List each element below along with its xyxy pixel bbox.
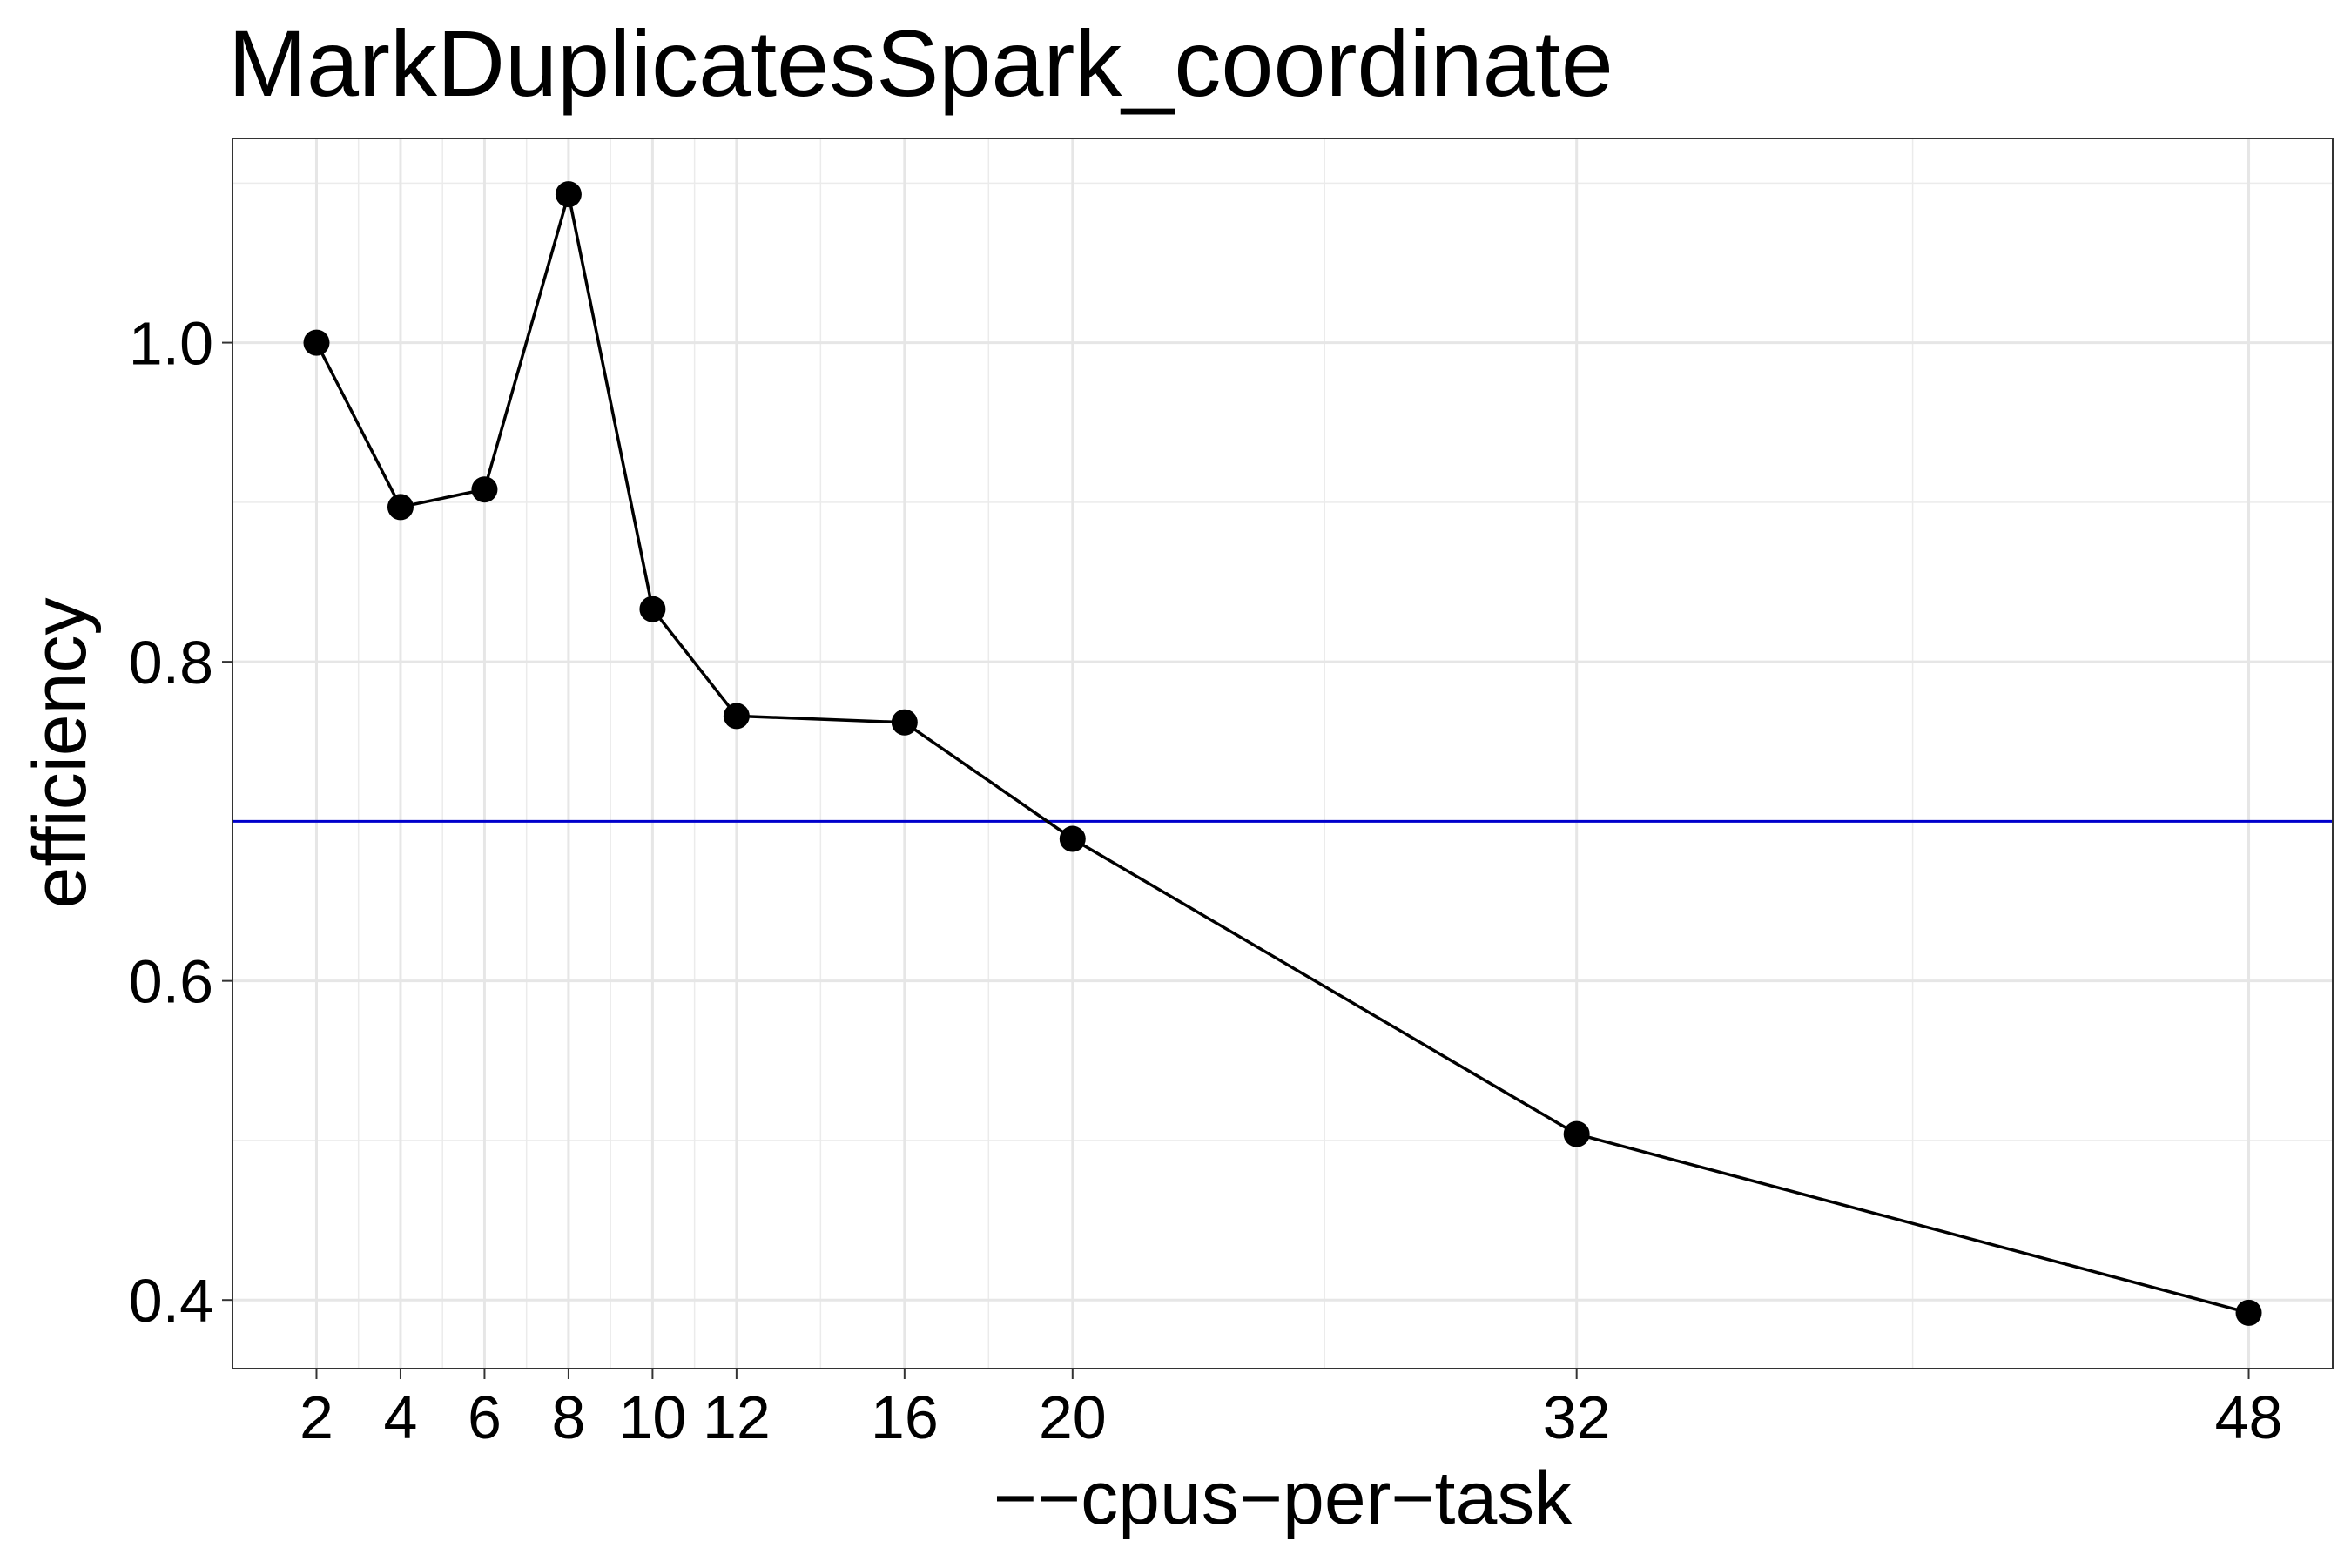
- y-axis-ticks: 0.4 0.6 0.8 1.0: [129, 310, 232, 1335]
- x-tick-label: 2: [300, 1383, 333, 1451]
- series-line: [314, 192, 2249, 1315]
- x-tick-label: 12: [703, 1383, 771, 1451]
- data-point: [1059, 825, 1086, 852]
- x-tick-label: 48: [2215, 1383, 2283, 1451]
- x-axis-ticks: 2 4 6 8 10 12 16 20 32 48: [300, 1369, 2282, 1451]
- series-layer: [314, 192, 2249, 1315]
- x-tick-label: 8: [551, 1383, 585, 1451]
- chart-title: MarkDuplicatesSpark_coordinate: [228, 10, 1613, 116]
- data-point: [891, 709, 918, 736]
- minor-grid: [232, 138, 2333, 1369]
- y-tick-label: 0.8: [129, 629, 213, 697]
- data-point: [303, 329, 330, 356]
- y-tick-label: 0.4: [129, 1267, 213, 1335]
- y-tick-label: 1.0: [129, 310, 213, 378]
- x-tick-label: 4: [383, 1383, 417, 1451]
- x-tick-label: 10: [618, 1383, 686, 1451]
- y-tick-label: 0.6: [129, 948, 213, 1016]
- points-layer: [303, 181, 2262, 1326]
- x-tick-label: 16: [871, 1383, 939, 1451]
- data-point: [2235, 1299, 2262, 1326]
- y-axis-label: efficiency: [18, 598, 102, 909]
- data-point: [1563, 1120, 1590, 1147]
- x-tick-label: 20: [1039, 1383, 1107, 1451]
- x-tick-label: 6: [468, 1383, 502, 1451]
- x-tick-label: 32: [1543, 1383, 1611, 1451]
- major-grid: [232, 138, 2333, 1369]
- data-point: [555, 181, 582, 208]
- plot-panel-border: [232, 138, 2334, 1369]
- x-axis-label: −−cpus−per−task: [994, 1457, 1573, 1540]
- data-point: [723, 703, 750, 730]
- data-point: [639, 596, 666, 622]
- data-point: [387, 494, 414, 521]
- data-point: [471, 476, 498, 503]
